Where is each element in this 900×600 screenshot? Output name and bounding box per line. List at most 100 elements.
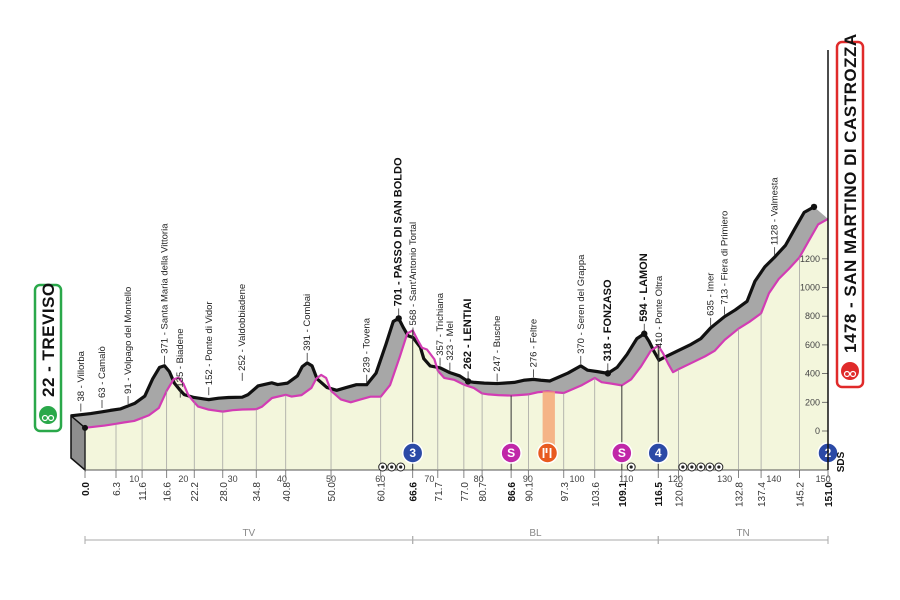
elevation-tick-label: 200 [805, 397, 820, 407]
tunnel-icon-core [629, 465, 633, 469]
elevation-tick-label: 400 [805, 369, 820, 379]
distance-tick-label: 80 [474, 474, 484, 484]
elevation-tick-label: 1200 [800, 254, 820, 264]
km-marker-label: 34.8 [252, 482, 263, 502]
kom-badge-icon [647, 442, 669, 464]
location-label: 370 - Seren del Grappa [576, 254, 587, 354]
location-label: 135 - Biadene [175, 328, 186, 387]
location-label: 323 - Mel [445, 321, 456, 361]
location-label: 91 - Volpago del Montello [123, 287, 134, 394]
finish-label-box [835, 40, 865, 389]
location-dot [395, 315, 402, 322]
km-marker-label: 60.1 [377, 482, 388, 502]
distance-tick-label: 150 [816, 474, 831, 484]
tunnel-icon-core [390, 465, 394, 469]
start-label: 22 - TREVISO [39, 282, 58, 397]
location-label: 252 - Valdobbiadene [237, 284, 248, 371]
km-marker-label: 97.3 [560, 482, 571, 502]
elevation-axis: 0 200 400 600 800 1000 1200 [800, 254, 828, 436]
tunnel-icon-core [708, 465, 712, 469]
location-label: 568 - Sant'Antonio Tortal [408, 222, 419, 326]
location-label: 318 - FONZASO [602, 279, 614, 361]
profile-route-line [84, 217, 829, 429]
sds-label: SDS [836, 451, 847, 472]
badge-text: S [507, 446, 515, 460]
location-dot [641, 330, 648, 337]
km-marker-label: 28.0 [219, 482, 230, 502]
km-marker-label: 66.6 [409, 482, 420, 502]
km-marker-label: 103.6 [591, 482, 602, 507]
location-label: 635 - Imer [706, 273, 717, 316]
start-label-box [33, 283, 63, 433]
location-label: 152 - Ponte di Vidor [204, 301, 215, 385]
distance-tick-label: 30 [228, 474, 238, 484]
location-label: 371 - Santa Maria della Vittoria [159, 223, 170, 354]
province-label: TN [736, 528, 749, 539]
distance-tick-label: 100 [570, 474, 585, 484]
tunnel-icon-core [399, 465, 403, 469]
cyclist-icon-wheel [843, 370, 851, 378]
feed-zone-band [542, 391, 555, 450]
start-finish-labels: 22 - TREVISO 1478 - SAN MARTINO DI CASTRO… [33, 33, 865, 470]
km-marker-label: 40.8 [282, 482, 293, 502]
km-marker-label: 22.2 [190, 482, 201, 502]
profile-side-band [71, 206, 828, 428]
km-marker-label: 120.6 [674, 482, 685, 507]
elevation-tick-label: 800 [805, 311, 820, 321]
km-marker-label: 137.4 [757, 482, 768, 507]
finish-label: 1478 - SAN MARTINO DI CASTROZZA [841, 33, 860, 353]
cyclist-icon-wheel [849, 370, 857, 378]
location-label: 276 - Feltre [529, 319, 540, 368]
distance-tick-label: 110 [619, 474, 633, 484]
distance-tick-label: 50 [326, 474, 336, 484]
location-label: 594 - LAMON [638, 253, 650, 322]
location-label: 410 - Ponte Oltra [654, 275, 665, 348]
distance-tick-label: 20 [178, 474, 188, 484]
km-marker-label: 132.8 [734, 482, 745, 507]
location-label: 1128 - Valmesta [770, 177, 781, 245]
tunnel-icon-core [699, 465, 703, 469]
tunnel-icon-core [381, 465, 385, 469]
feed-zone-icon [536, 442, 559, 464]
distance-tick-label: 140 [766, 474, 781, 484]
distance-tick-label: 120 [668, 474, 683, 484]
profile-front-face [85, 218, 828, 470]
start-dot [82, 424, 88, 431]
km-marker-label: 109.1 [618, 482, 629, 507]
distance-tick-label: 40 [277, 474, 287, 484]
elevation-tick-label: 0 [815, 426, 820, 436]
location-label: 701 - PASSO DI SAN BOLDO [393, 157, 405, 306]
elevation-tick-label: 1000 [800, 283, 820, 293]
sprint-badge-icon [500, 442, 522, 464]
sprint-badge-icon [611, 442, 633, 464]
location-label: 262 - LENTIAI [462, 298, 474, 369]
cyclist-icon [39, 406, 57, 424]
location-label: 239 - Tovena [362, 317, 373, 372]
distance-tick-label: 70 [424, 474, 434, 484]
feed-zone-glyph [542, 448, 552, 458]
km-marker-label: 80.7 [478, 482, 489, 502]
km-marker-label: 71.7 [434, 482, 445, 502]
distance-tick-label: 10 [129, 474, 139, 484]
badge-text: S [618, 446, 626, 460]
km-marker-label: 116.5 [654, 482, 665, 507]
location-label: 713 - Fiera di Primiero [719, 211, 730, 305]
location-dot [464, 378, 472, 385]
location-dot [604, 370, 612, 377]
location-label: 357 - Trichiana [435, 292, 446, 356]
km-marker-label: 50.0 [327, 482, 338, 502]
province-label: TV [242, 528, 255, 539]
tunnel-icon-core [681, 465, 685, 469]
finish-dot [810, 203, 818, 211]
cyclist-icon-wheel [41, 414, 49, 422]
distance-tick-label: 60 [375, 474, 385, 484]
location-label: 391 - Combai [302, 294, 313, 351]
location-label: 247 - Busche [492, 316, 503, 372]
profile-outline [70, 205, 815, 418]
km-marker-label: 0.0 [81, 482, 92, 496]
cyclist-icon-wheel [47, 414, 55, 422]
kom-badge-icon [401, 442, 424, 464]
tunnel-icon-core [717, 465, 721, 469]
badge-text: 4 [655, 446, 662, 460]
